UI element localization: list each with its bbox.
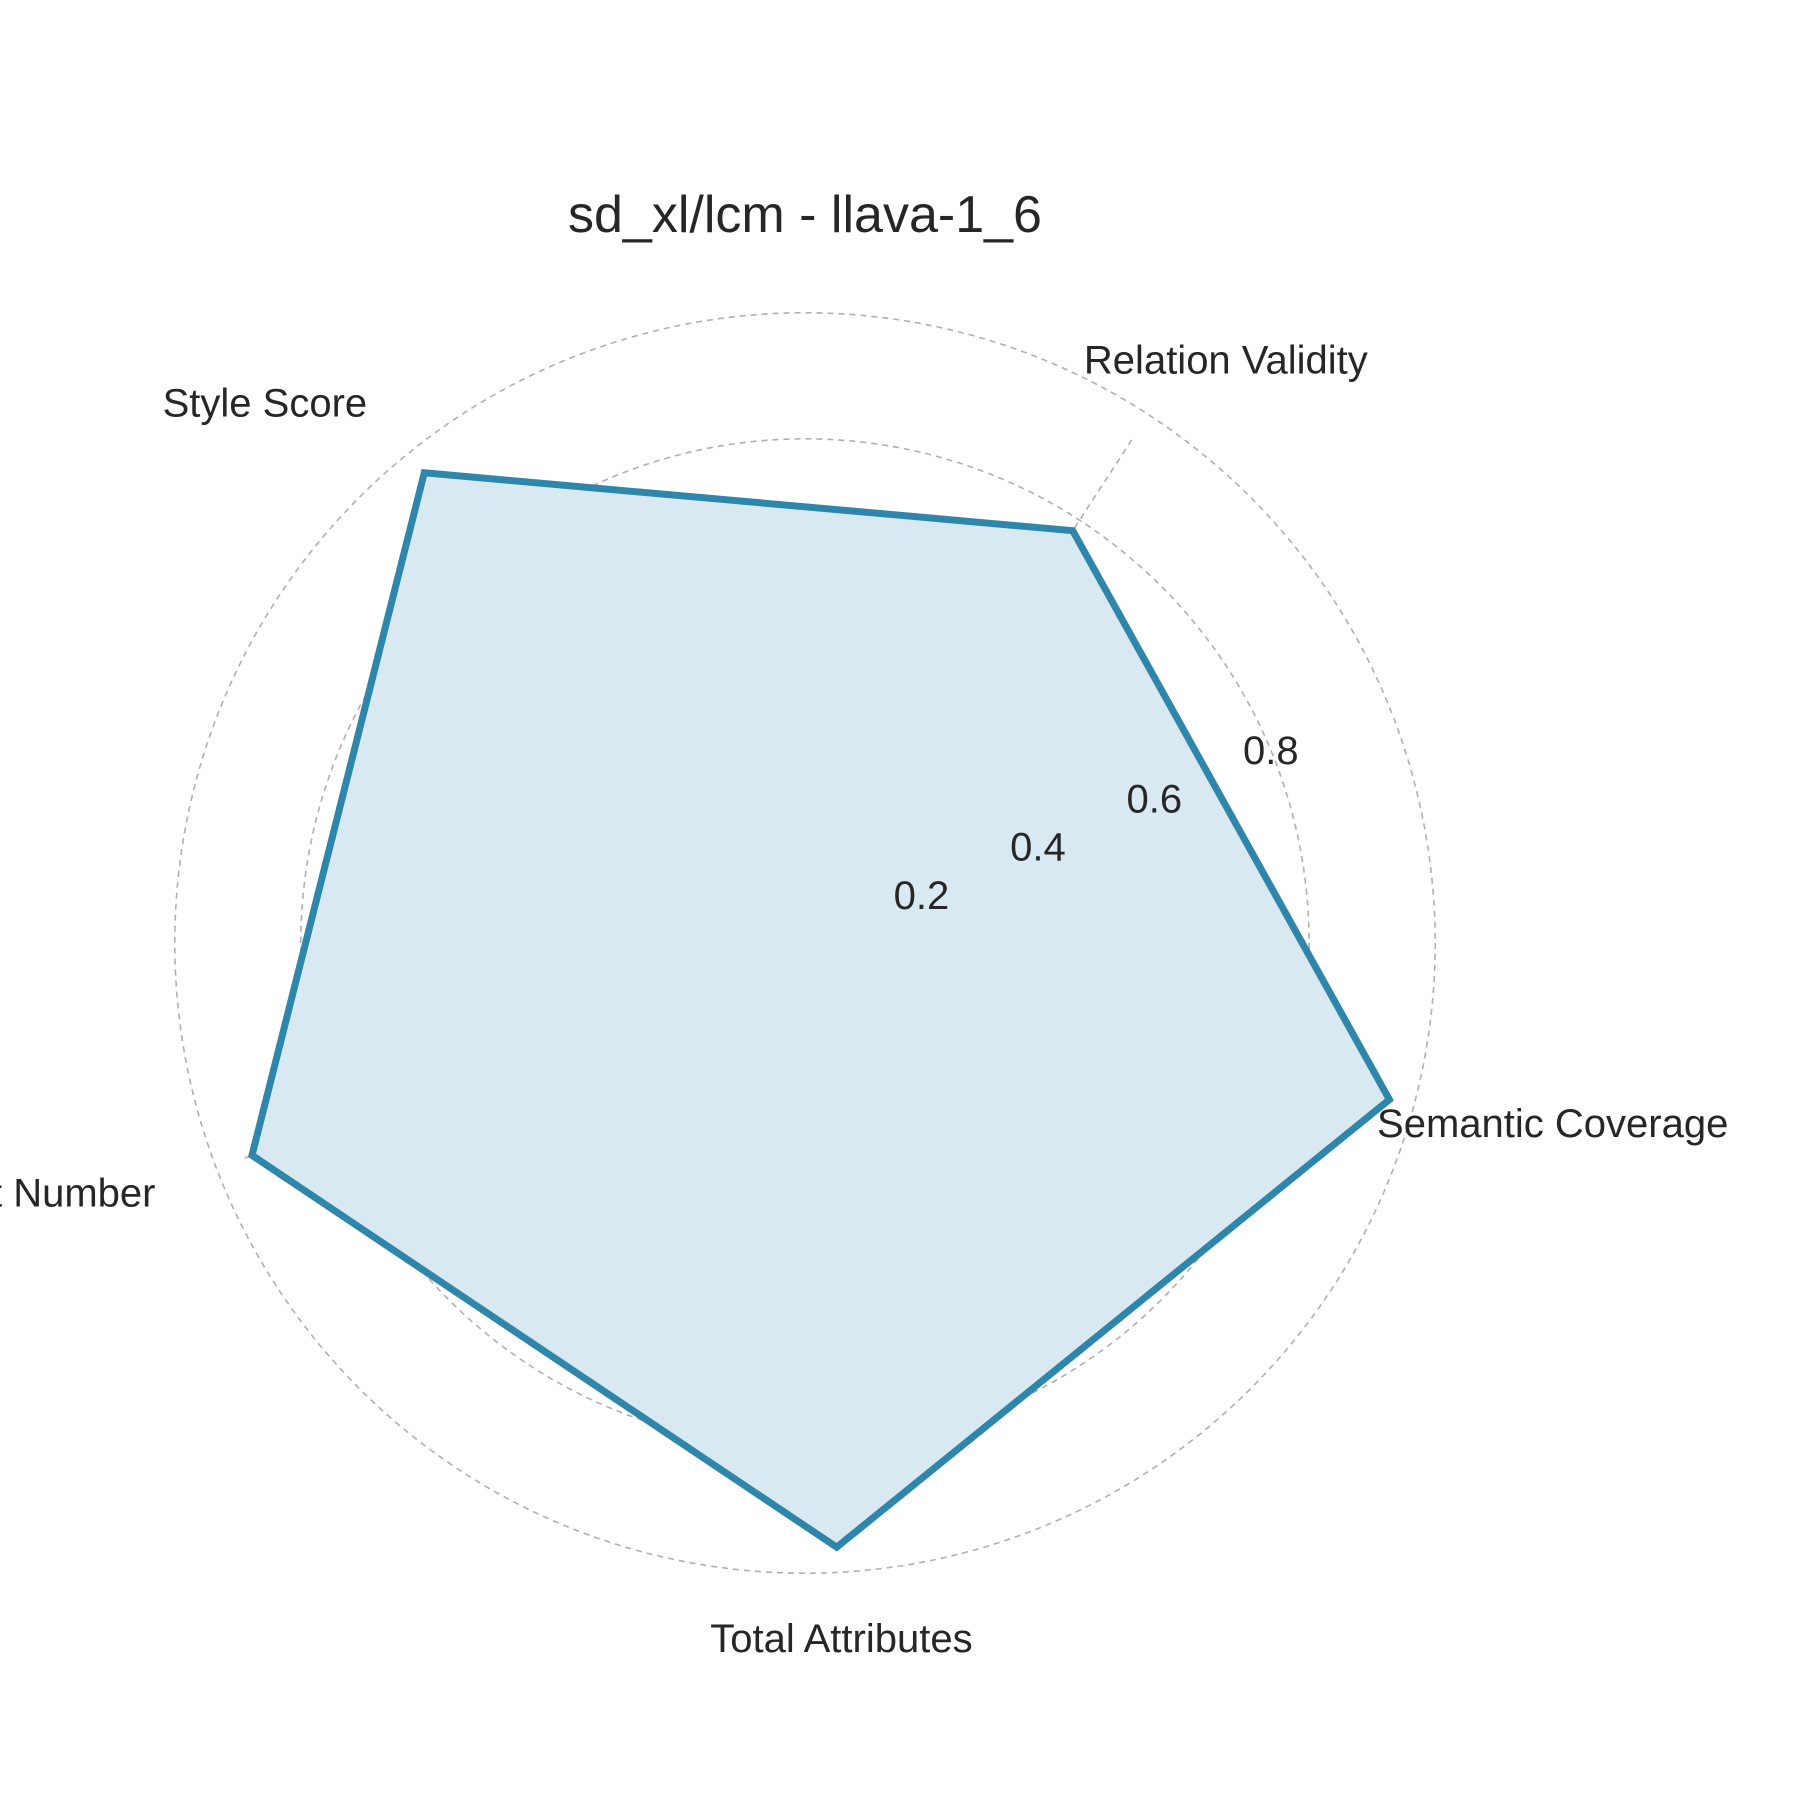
axis-labels: Semantic Coverage Relation Validity Style … [0, 338, 1728, 1660]
series-area [252, 472, 1390, 1548]
grid-ring [173, 311, 1437, 1575]
data-point-object-number [248, 1152, 255, 1159]
series-layer [248, 469, 1394, 1552]
radial-tick-label: 0.8 [1243, 729, 1299, 773]
radial-tick-label: 0.6 [1127, 777, 1183, 821]
radial-tick-label: 0.2 [894, 874, 950, 918]
radial-ticks: 0.2 0.4 0.6 0.8 [894, 729, 1299, 918]
axis-label-style-score: Style Score [163, 381, 368, 425]
series-line [248, 469, 1394, 1552]
grid-ring [300, 438, 1310, 1448]
axis-label-relation-validity: Relation Validity [1084, 338, 1368, 382]
axis-label-object-number: Object Number [0, 1171, 155, 1215]
chart-title: sd_xl/lcm - llava-1_6 [568, 186, 1042, 244]
data-point-total-attributes [833, 1544, 840, 1551]
radial-tick-label: 0.4 [1010, 826, 1066, 870]
data-point-semantic-coverage [1386, 1096, 1393, 1103]
axis-label-semantic-coverage: Semantic Coverage [1377, 1102, 1728, 1146]
axis-label-total-attributes: Total Attributes [710, 1617, 972, 1661]
data-point-relation-validity [1069, 527, 1076, 534]
data-point-style-score [421, 469, 428, 476]
